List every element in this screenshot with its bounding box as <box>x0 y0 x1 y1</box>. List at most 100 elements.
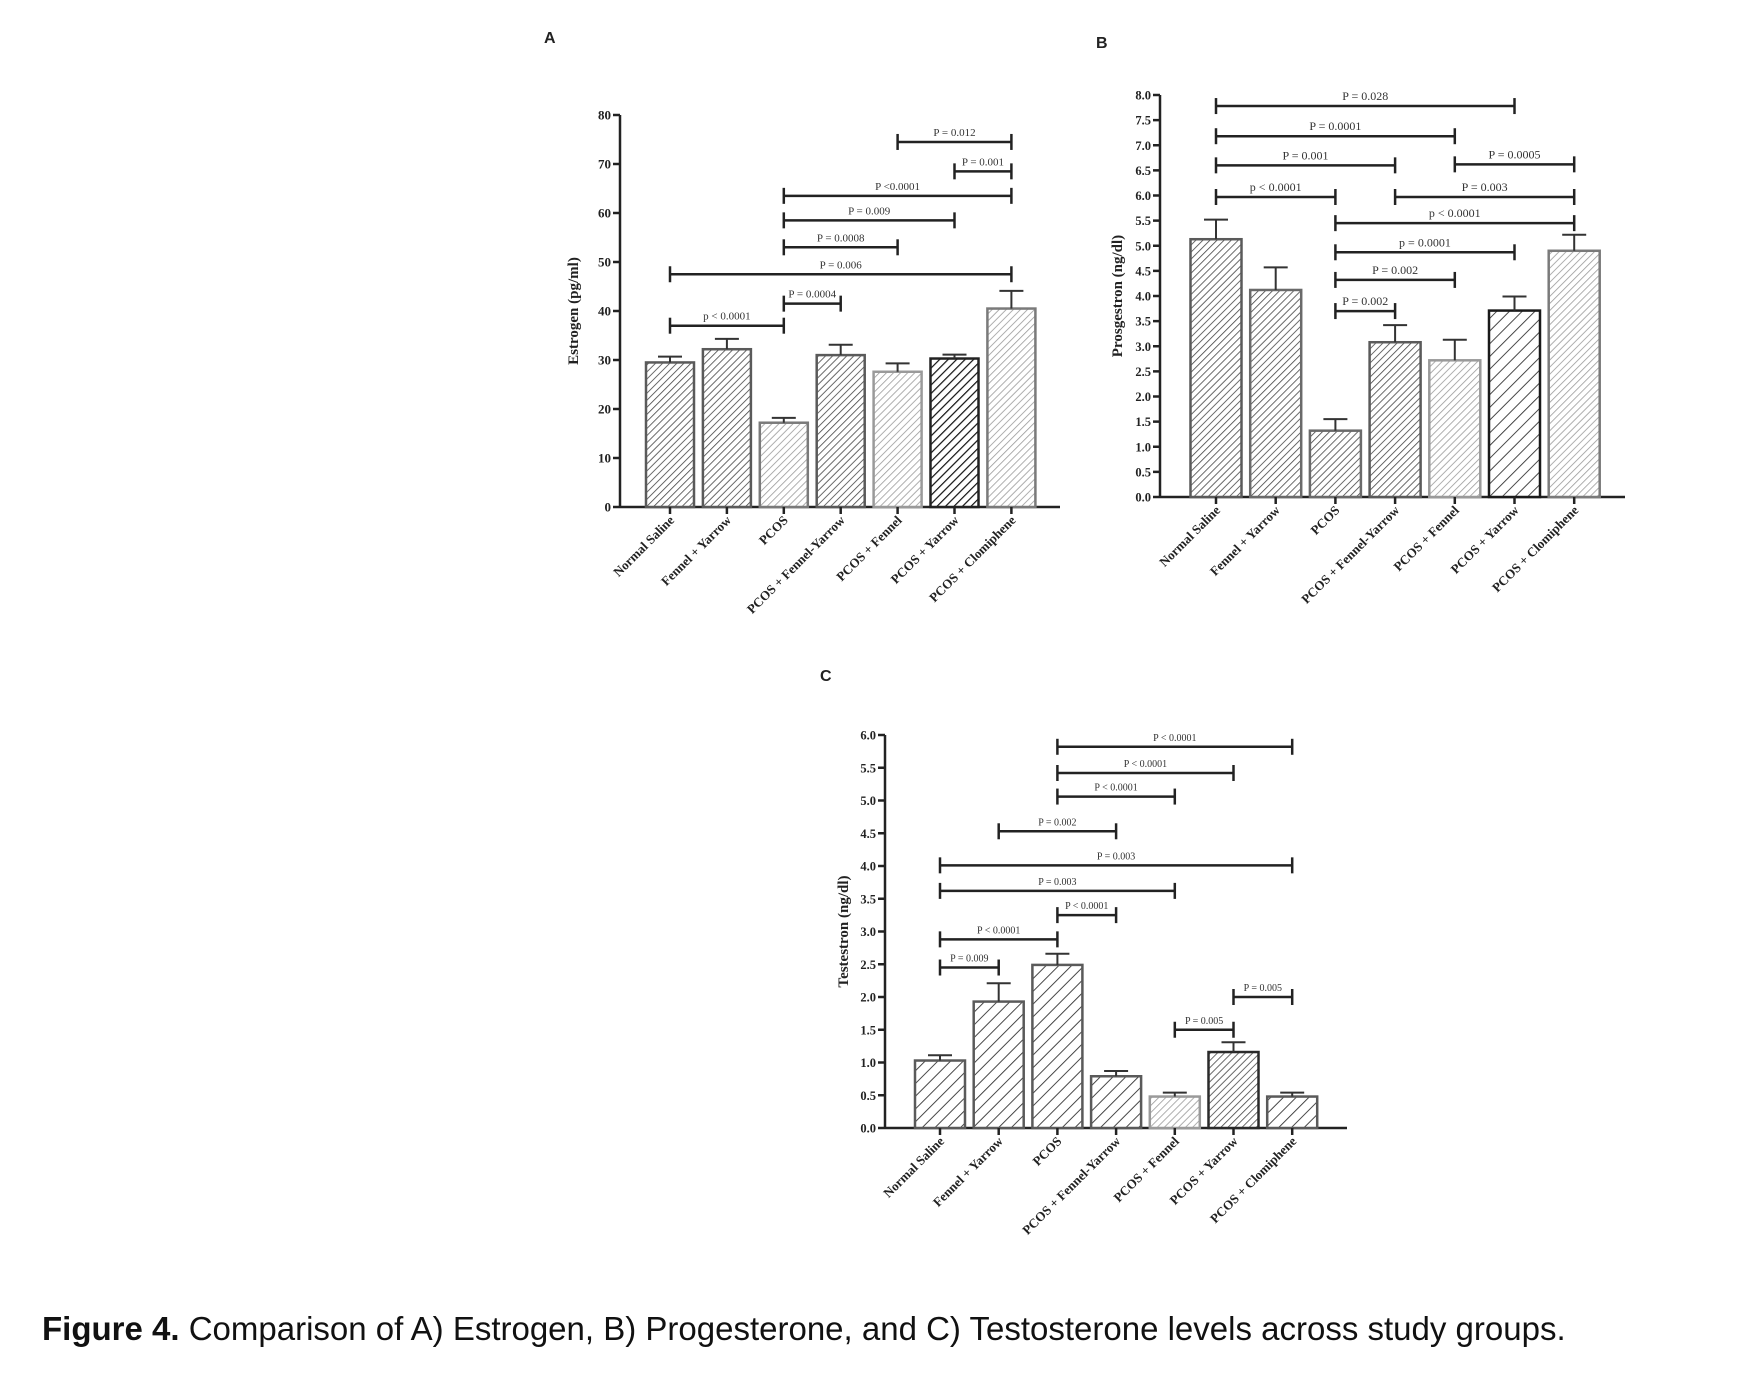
x-tick-label: PCOS <box>756 513 791 548</box>
y-tick-label: 3.5 <box>1135 315 1151 329</box>
y-tick-label: 3.0 <box>1135 340 1151 354</box>
bar <box>1089 1075 1143 1130</box>
p-value-label: P <0.0001 <box>875 181 920 193</box>
bar <box>815 353 866 509</box>
y-axis-label: Prosgestron (ng/dl) <box>1110 235 1126 357</box>
x-tick-label: PCOS + Fennel-Yarrow <box>1019 1133 1123 1237</box>
x-tick-label: Normal Saline <box>1156 502 1223 569</box>
y-tick-label: 6.0 <box>860 729 876 743</box>
p-value-label: P = 0.001 <box>1283 148 1329 162</box>
panel-letter-a: A <box>544 30 556 47</box>
y-tick-label: 3.5 <box>860 892 876 906</box>
y-tick-label: 0.0 <box>1135 491 1151 505</box>
y-tick-label: 6.5 <box>1135 164 1151 178</box>
y-tick-label: 60 <box>598 206 611 221</box>
bar <box>758 421 810 509</box>
p-value-label: P < 0.0001 <box>1153 733 1196 744</box>
y-tick-label: 6.0 <box>1135 189 1151 203</box>
y-tick-label: 5.0 <box>1135 239 1151 253</box>
y-tick-label: 1.5 <box>860 1023 876 1037</box>
p-value-label: P = 0.005 <box>1244 983 1282 994</box>
p-value-label: P < 0.0001 <box>1065 901 1108 912</box>
y-tick-label: 5.0 <box>860 794 876 808</box>
p-value-label: P = 0.003 <box>1097 851 1135 862</box>
figure-charts: 0 10 20 30 40 50 60 70 80 Estrogen (pg/ml) Normal … <box>566 89 1625 1238</box>
p-value-label: P = 0.028 <box>1342 89 1388 103</box>
y-tick-label: 1.0 <box>1135 440 1151 454</box>
p-value-label: P = 0.0005 <box>1489 147 1541 161</box>
y-tick-label: 5.5 <box>1135 214 1151 228</box>
testosterone-chart: 0.0 0.5 1.0 1.5 2.0 2.5 3.0 3.5 4.0 4.5 5.0 5.5 6.0 T… <box>836 729 1347 1238</box>
y-tick-label: 70 <box>598 157 611 172</box>
x-tick-label: PCOS <box>1029 1134 1064 1169</box>
y-tick-label: 10 <box>598 451 611 466</box>
bar <box>929 357 980 509</box>
y-axis-label: Testestron (ng/dl) <box>836 875 852 987</box>
y-tick-label: 3.0 <box>860 925 876 939</box>
y-tick-label: 4.5 <box>1135 264 1151 278</box>
bar <box>1428 359 1482 499</box>
y-tick-label: 5.5 <box>860 761 876 775</box>
p-value-label: P = 0.0004 <box>788 289 836 301</box>
p-value-label: P = 0.001 <box>962 156 1004 168</box>
p-value-label: p < 0.0001 <box>1429 206 1481 220</box>
panel-letter-b: B <box>1096 35 1108 52</box>
bar <box>986 307 1037 509</box>
y-tick-label: 0 <box>605 500 612 515</box>
bar <box>872 370 923 509</box>
y-tick-label: 0.0 <box>860 1122 876 1136</box>
x-tick-label: PCOS <box>1307 503 1342 538</box>
caption-label: Figure 4. <box>42 1310 180 1347</box>
y-tick-label: 80 <box>598 108 611 123</box>
y-tick-label: 7.0 <box>1135 139 1151 153</box>
p-value-label: P = 0.0001 <box>1309 119 1361 133</box>
bar <box>1487 309 1542 499</box>
y-tick-label: 30 <box>598 353 611 368</box>
p-value-label: P = 0.0008 <box>817 232 865 244</box>
y-axis-label: Estrogen (pg/ml) <box>566 257 582 365</box>
bar <box>972 1000 1025 1130</box>
y-tick-label: 4.0 <box>860 860 876 874</box>
p-value-label: P = 0.002 <box>1038 817 1076 828</box>
p-value-label: p < 0.0001 <box>1250 180 1302 194</box>
p-value-label: P = 0.009 <box>848 205 891 217</box>
bar <box>1265 1095 1319 1130</box>
bar <box>913 1059 967 1130</box>
p-value-label: P = 0.009 <box>950 954 988 965</box>
p-value-label: P = 0.003 <box>1038 877 1076 888</box>
x-tick-label: PCOS + Fennel-Yarrow <box>744 512 848 616</box>
figure-caption: Figure 4. Comparison of A) Estrogen, B) … <box>42 1310 1566 1348</box>
x-tick-label: PCOS + Fennel-Yarrow <box>1298 502 1402 606</box>
y-tick-label: 2.0 <box>860 991 876 1005</box>
y-tick-label: 8.0 <box>1135 89 1151 103</box>
p-value-label: P < 0.0001 <box>1094 783 1137 794</box>
y-tick-label: 1.5 <box>1135 415 1151 429</box>
y-tick-label: 2.0 <box>1135 390 1151 404</box>
progesterone-chart: 0.0 0.5 1.0 1.5 2.0 2.5 3.0 3.5 4.0 4.5 5.0 5.5 6.0 6… <box>1110 89 1625 607</box>
bar <box>1148 1095 1202 1130</box>
bar <box>1189 237 1243 499</box>
caption-text: Comparison of A) Estrogen, B) Progestero… <box>179 1310 1566 1347</box>
bar <box>644 361 696 509</box>
y-tick-label: 0.5 <box>1135 465 1151 479</box>
p-value-label: P = 0.003 <box>1462 180 1508 194</box>
bar <box>1031 963 1084 1130</box>
y-tick-label: 7.5 <box>1135 114 1151 128</box>
p-value-label: P < 0.0001 <box>1124 759 1167 770</box>
panel-letter-c: C <box>820 668 832 685</box>
y-tick-label: 0.5 <box>860 1089 876 1103</box>
p-value-label: p = 0.0001 <box>1399 235 1451 249</box>
bar <box>1368 340 1422 499</box>
y-tick-label: 20 <box>598 402 611 417</box>
p-value-label: P = 0.002 <box>1372 263 1418 277</box>
bar <box>1547 249 1601 499</box>
y-tick-label: 2.5 <box>860 958 876 972</box>
bar <box>1248 288 1303 499</box>
p-value-label: P = 0.012 <box>933 127 975 139</box>
y-tick-label: 4.5 <box>860 827 876 841</box>
y-tick-label: 4.0 <box>1135 290 1151 304</box>
p-value-label: P = 0.006 <box>820 259 863 271</box>
p-value-label: P < 0.0001 <box>977 925 1020 936</box>
y-tick-label: 2.5 <box>1135 365 1151 379</box>
